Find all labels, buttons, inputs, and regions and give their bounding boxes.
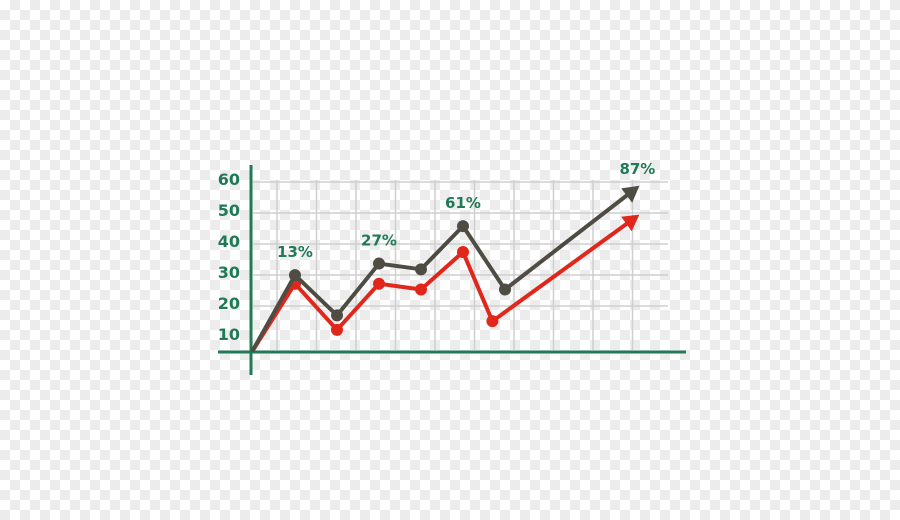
y-tick-label: 30 bbox=[218, 263, 240, 282]
series bbox=[251, 185, 640, 352]
series-2-arrowhead bbox=[621, 214, 640, 232]
data-label: 13% bbox=[277, 243, 313, 261]
series-2-line bbox=[251, 222, 629, 352]
y-tick-label: 20 bbox=[218, 294, 240, 313]
data-label: 27% bbox=[361, 232, 397, 250]
series-1-line bbox=[251, 193, 629, 352]
y-tick-label: 40 bbox=[218, 232, 240, 251]
series-2-point bbox=[331, 323, 343, 336]
series-1-point bbox=[331, 309, 343, 322]
axes bbox=[218, 165, 686, 375]
grid bbox=[253, 180, 668, 350]
data-label: 61% bbox=[445, 194, 481, 212]
series-2 bbox=[251, 214, 640, 352]
y-tick-labels: 10 20 30 40 50 60 bbox=[218, 170, 240, 344]
series-1-arrowhead bbox=[621, 185, 640, 203]
series-1-point bbox=[289, 269, 301, 282]
y-tick-label: 50 bbox=[218, 201, 240, 220]
y-tick-label: 60 bbox=[218, 170, 240, 189]
series-2-point bbox=[486, 315, 499, 328]
series-2-point bbox=[457, 246, 469, 259]
series-1-point bbox=[457, 220, 469, 233]
series-2-point bbox=[373, 277, 385, 290]
series-1-point bbox=[415, 263, 427, 276]
data-label-end: 87% bbox=[619, 160, 655, 178]
series-1-point bbox=[373, 257, 385, 270]
series-1 bbox=[251, 185, 640, 352]
series-2-point bbox=[415, 283, 427, 296]
series-1-point bbox=[499, 283, 511, 296]
data-labels: 13% 27% 61% 87% bbox=[277, 160, 655, 261]
y-tick-label: 10 bbox=[218, 325, 240, 344]
